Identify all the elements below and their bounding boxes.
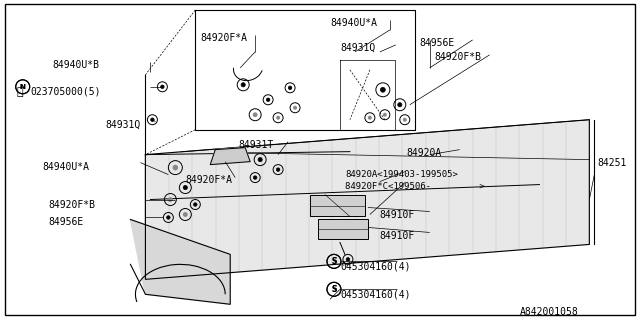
Circle shape [346,258,349,261]
Bar [318,220,368,239]
Text: 84931Q: 84931Q [340,43,375,53]
Circle shape [380,87,385,92]
Text: 84931Q: 84931Q [106,120,141,130]
Polygon shape [211,148,250,164]
Text: S: S [332,285,337,294]
Text: 84956E: 84956E [420,38,455,48]
Circle shape [276,168,280,171]
Text: 045304160(4): 045304160(4) [340,261,410,271]
Text: 84920F*C<199506-         >: 84920F*C<199506- > [345,181,484,191]
Text: N: N [20,84,26,90]
Text: 023705000(5): 023705000(5) [31,87,101,97]
Text: 045304160(4): 045304160(4) [340,289,410,299]
Text: 84920A<199403-199505>: 84920A<199403-199505> [345,170,458,179]
Circle shape [183,212,188,217]
Text: 84920F*B: 84920F*B [49,200,95,210]
Circle shape [397,103,402,107]
Text: N: N [20,84,26,90]
Circle shape [403,118,407,122]
Text: S: S [332,257,337,266]
Text: 84920F*A: 84920F*A [200,33,247,43]
Circle shape [173,165,178,170]
Text: 84940U*B: 84940U*B [52,60,100,70]
Circle shape [258,157,262,162]
Text: 84920A: 84920A [407,148,442,158]
Circle shape [276,116,280,120]
Circle shape [253,176,257,179]
Bar [310,195,365,217]
Circle shape [166,216,170,219]
Circle shape [293,106,297,110]
Circle shape [168,197,173,202]
Text: 84940U*A: 84940U*A [330,18,377,28]
Circle shape [241,83,245,87]
Text: 84956E: 84956E [49,218,84,228]
Polygon shape [145,120,589,279]
Circle shape [161,85,164,89]
Text: 84920F*A: 84920F*A [186,175,232,185]
Circle shape [383,113,387,117]
Circle shape [193,203,197,206]
Text: S: S [332,257,337,266]
Text: 84910F: 84910F [380,210,415,220]
Circle shape [368,116,372,120]
Text: 84920F*B: 84920F*B [435,52,482,62]
Polygon shape [131,220,230,304]
Circle shape [289,86,292,90]
Circle shape [150,118,154,122]
Text: 84931T: 84931T [238,140,273,150]
Circle shape [183,186,188,190]
Text: A842001058: A842001058 [520,307,579,317]
Circle shape [266,98,270,101]
Text: S: S [332,285,337,294]
Text: 84910F: 84910F [380,231,415,242]
Text: ⓝ: ⓝ [17,87,23,97]
Text: 84251: 84251 [597,158,627,168]
Text: 84940U*A: 84940U*A [43,162,90,172]
Circle shape [253,112,257,117]
